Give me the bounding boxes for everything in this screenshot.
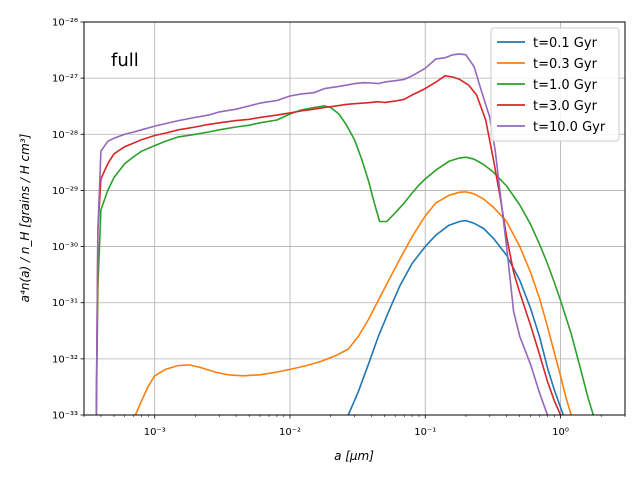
y-tick-label: 10⁻³⁰: [52, 242, 78, 253]
legend-label-4: t=10.0 Gyr: [533, 120, 606, 135]
y-tick-label: 10⁻²⁶: [52, 18, 78, 29]
y-tick-label: 10⁻²⁹: [52, 186, 78, 197]
panel-annotation: full: [111, 50, 139, 71]
x-tick-label: 10⁻³: [144, 427, 166, 438]
y-tick-label: 10⁻²⁷: [52, 74, 78, 85]
legend: t=0.1 Gyr t=0.3 Gyr t=1.0 Gyr t=3.0 Gyr t=10…: [490, 27, 620, 142]
x-tick-label: 10⁰: [552, 427, 569, 438]
legend-label-3: t=3.0 Gyr: [533, 99, 598, 114]
legend-label-1: t=0.3 Gyr: [533, 57, 598, 72]
x-axis-title: a [μm]: [334, 449, 374, 463]
legend-box: [490, 27, 620, 142]
x-tick-label: 10⁻¹: [414, 427, 436, 438]
y-axis-title: a⁴n(a) / n_H [grains / H cm³]: [18, 133, 32, 302]
series-line-0: [347, 219, 565, 415]
y-tick-label: 10⁻³¹: [52, 298, 78, 309]
series-line-1: [134, 191, 572, 415]
series-line-4: [95, 53, 549, 415]
axis-ticks: 10⁻³ 10⁻² 10⁻¹ 10⁰ 10⁻³³ 10⁻³² 10⁻³¹ 10⁻³⁰ 10⁻²⁹…: [52, 18, 626, 438]
y-tick-label: 10⁻³³: [52, 411, 78, 422]
y-tick-label: 10⁻²⁸: [52, 130, 78, 141]
y-tick-label: 10⁻³²: [52, 354, 78, 365]
series-line-2: [95, 105, 595, 415]
series-lines: [95, 53, 595, 415]
legend-label-0: t=0.1 Gyr: [533, 36, 598, 51]
x-tick-label: 10⁻²: [279, 427, 301, 438]
legend-label-2: t=1.0 Gyr: [533, 78, 598, 93]
